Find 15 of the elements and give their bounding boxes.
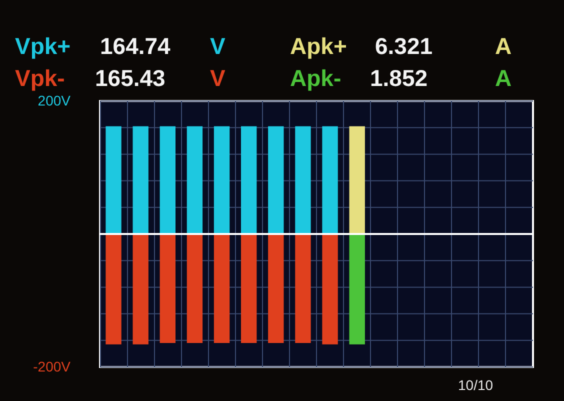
y-tick-label: -200V <box>33 358 72 374</box>
text: 165.43 <box>95 65 166 91</box>
text: Vpk+ <box>15 33 71 59</box>
text: A <box>495 33 512 59</box>
text: Apk+ <box>290 33 347 59</box>
text: 164.74 <box>100 33 170 59</box>
text: V <box>210 65 226 91</box>
y-tick-label: 200V <box>38 92 72 108</box>
text: Vpk- <box>15 65 65 91</box>
text: 1.852 <box>370 65 428 91</box>
text: Apk- <box>290 65 342 91</box>
text: A <box>495 65 512 91</box>
text: V <box>210 33 226 59</box>
text: 10/10 <box>458 377 494 393</box>
text: 6.321 <box>375 33 433 59</box>
